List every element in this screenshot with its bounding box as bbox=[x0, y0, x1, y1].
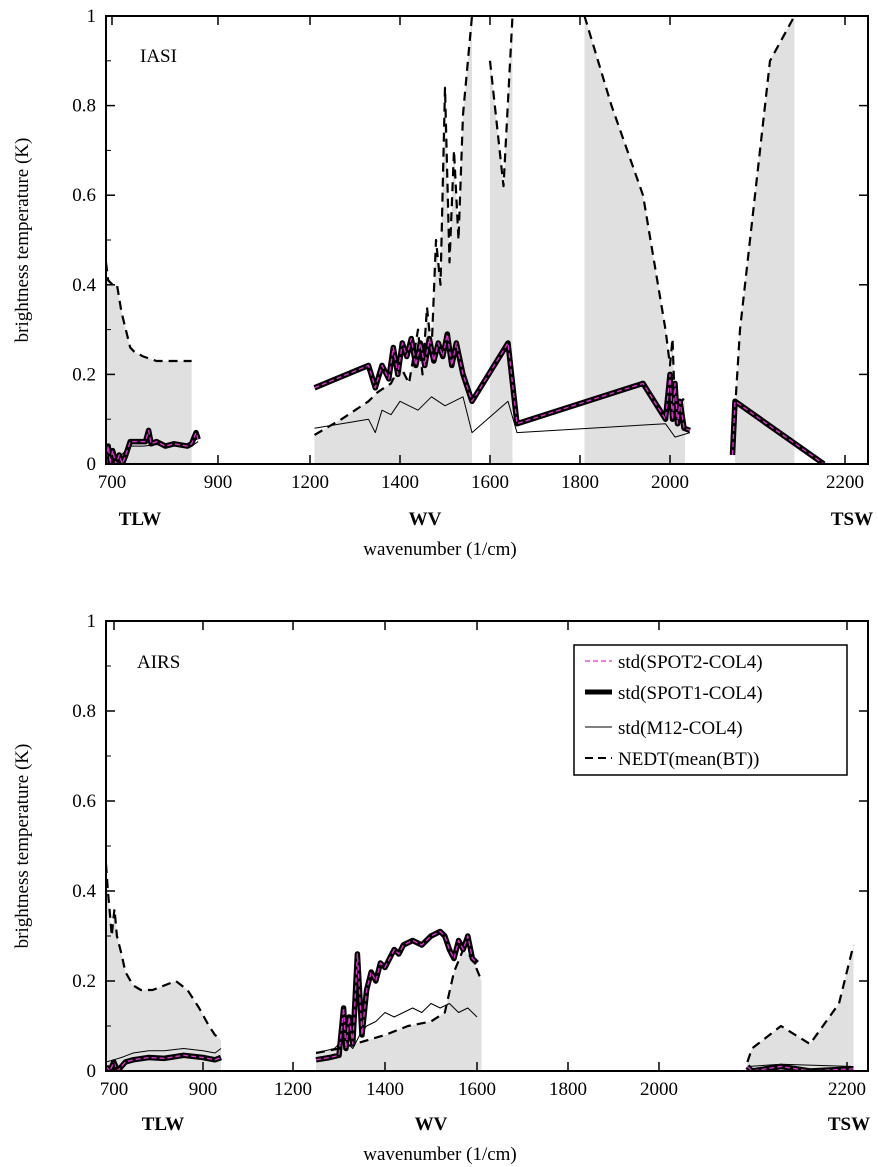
airs-series-spot2-seg-0 bbox=[106, 1054, 222, 1071]
airs-y-axis-label: brightness temperature (K) bbox=[12, 744, 33, 949]
iasi-series-nedt-seg-4 bbox=[733, 16, 796, 411]
iasi-shaded-area-4 bbox=[735, 16, 795, 464]
airs-y-tick-label: 0.6 bbox=[72, 791, 96, 812]
airs-series-spot2-seg-1 bbox=[315, 930, 478, 1061]
iasi-y-tick-label: 0.4 bbox=[72, 275, 96, 296]
iasi-x-axis-label: wavenumber (1/cm) bbox=[363, 539, 517, 560]
iasi-panel-label: IASI bbox=[140, 46, 177, 67]
airs-y-tick-label: 0 bbox=[87, 1061, 97, 1082]
airs-panel-label: AIRS bbox=[137, 652, 180, 673]
iasi-y-tick-label: 0 bbox=[87, 454, 97, 475]
iasi-shaded-area-0 bbox=[106, 262, 192, 464]
iasi-series-nedt-seg-3 bbox=[583, 16, 686, 412]
iasi-shaded-regions bbox=[106, 16, 795, 464]
airs-x-tick-label: 1400 bbox=[366, 1079, 404, 1100]
airs-x-tick-label: 1200 bbox=[274, 1079, 312, 1100]
legend-label-spot2: std(SPOT2-COL4) bbox=[618, 652, 763, 673]
iasi-series-m12-seg-1 bbox=[314, 396, 691, 438]
legend-label-nedt: NEDT(mean(BT)) bbox=[618, 749, 759, 770]
iasi-y-tick-label: 0.8 bbox=[72, 96, 96, 117]
airs-region-label-tlw: TLW bbox=[142, 1114, 185, 1135]
airs-shaded-regions bbox=[106, 864, 854, 1071]
airs-x-tick-label: 900 bbox=[189, 1079, 218, 1100]
iasi-series-spot2-seg-2 bbox=[731, 400, 825, 464]
iasi-region-label-tsw: TSW bbox=[831, 509, 873, 530]
iasi-x-tick-label: 2000 bbox=[651, 472, 689, 493]
legend-box bbox=[573, 644, 848, 776]
airs-legend: std(SPOT2-COL4) std(SPOT1-COL4) std(M12-… bbox=[573, 644, 848, 776]
airs-y-tick-label: 1 bbox=[87, 611, 97, 632]
iasi-y-tick-label: 1 bbox=[87, 6, 97, 27]
iasi-series-nedt-seg-2 bbox=[488, 16, 514, 188]
airs-series-nedt-seg-0 bbox=[106, 863, 222, 1041]
airs-y-tick-label: 0.4 bbox=[72, 881, 96, 902]
legend-label-spot1: std(SPOT1-COL4) bbox=[618, 683, 763, 704]
iasi-region-label-wv: WV bbox=[409, 509, 442, 530]
airs-x-tick-label: 1600 bbox=[458, 1079, 496, 1100]
iasi-y-axis-label: brightness temperature (K) bbox=[12, 138, 33, 343]
iasi-y-tick-label: 0.6 bbox=[72, 185, 96, 206]
iasi-series-nedt-seg-1 bbox=[313, 16, 474, 436]
iasi-x-tick-label: 1800 bbox=[561, 472, 599, 493]
iasi-series-spot2-seg-0 bbox=[106, 429, 199, 464]
iasi-x-tick-label: 700 bbox=[98, 472, 127, 493]
airs-region-label-wv: WV bbox=[415, 1114, 448, 1135]
iasi-series-spot2-seg-1 bbox=[314, 333, 691, 432]
iasi-shaded-area-3 bbox=[584, 16, 685, 464]
airs-series-m12-seg-1 bbox=[315, 1003, 478, 1054]
airs-series-spot2-seg-2 bbox=[746, 1065, 854, 1071]
airs-chart-panel: 0 0.2 0.4 0.6 0.8 1 700 900 1200 1400 1600 1800 2000… bbox=[12, 611, 870, 1165]
legend-label-m12: std(M12-COL4) bbox=[618, 718, 743, 739]
iasi-chart-panel: 0 0.2 0.4 0.6 0.8 1 700 900 1200 1400 1600 1800 2000… bbox=[12, 6, 873, 560]
iasi-axis-ticks: 0 0.2 0.4 0.6 0.8 1 700 900 1200 1400 1600 1800 2000… bbox=[72, 6, 868, 493]
airs-x-tick-label: 2000 bbox=[640, 1079, 678, 1100]
iasi-series-layer bbox=[106, 16, 826, 464]
airs-axis-ticks: 0 0.2 0.4 0.6 0.8 1 700 900 1200 1400 1600 1800 2000… bbox=[72, 611, 868, 1100]
airs-shaded-area-2 bbox=[747, 945, 854, 1071]
airs-series-m12-seg-0 bbox=[106, 1048, 222, 1063]
iasi-shaded-area-1 bbox=[314, 16, 472, 464]
airs-series-nedt-seg-2 bbox=[746, 944, 855, 1063]
iasi-x-tick-label: 900 bbox=[204, 472, 233, 493]
iasi-y-tick-label: 0.2 bbox=[72, 364, 96, 385]
airs-y-tick-label: 0.2 bbox=[72, 971, 96, 992]
airs-y-tick-label: 0.8 bbox=[72, 701, 96, 722]
airs-x-tick-label: 1800 bbox=[549, 1079, 587, 1100]
iasi-x-tick-label: 1400 bbox=[381, 472, 419, 493]
iasi-x-tick-label: 1600 bbox=[471, 472, 509, 493]
airs-x-tick-label: 2200 bbox=[828, 1079, 866, 1100]
airs-x-tick-label: 700 bbox=[100, 1079, 129, 1100]
airs-shaded-area-1 bbox=[316, 949, 482, 1071]
airs-shaded-area-0 bbox=[106, 864, 221, 1071]
iasi-x-tick-label: 1200 bbox=[291, 472, 329, 493]
iasi-x-tick-label: 2200 bbox=[826, 472, 864, 493]
airs-region-label-tsw: TSW bbox=[828, 1114, 870, 1135]
airs-x-axis-label: wavenumber (1/cm) bbox=[363, 1144, 517, 1165]
iasi-region-label-tlw: TLW bbox=[119, 509, 162, 530]
